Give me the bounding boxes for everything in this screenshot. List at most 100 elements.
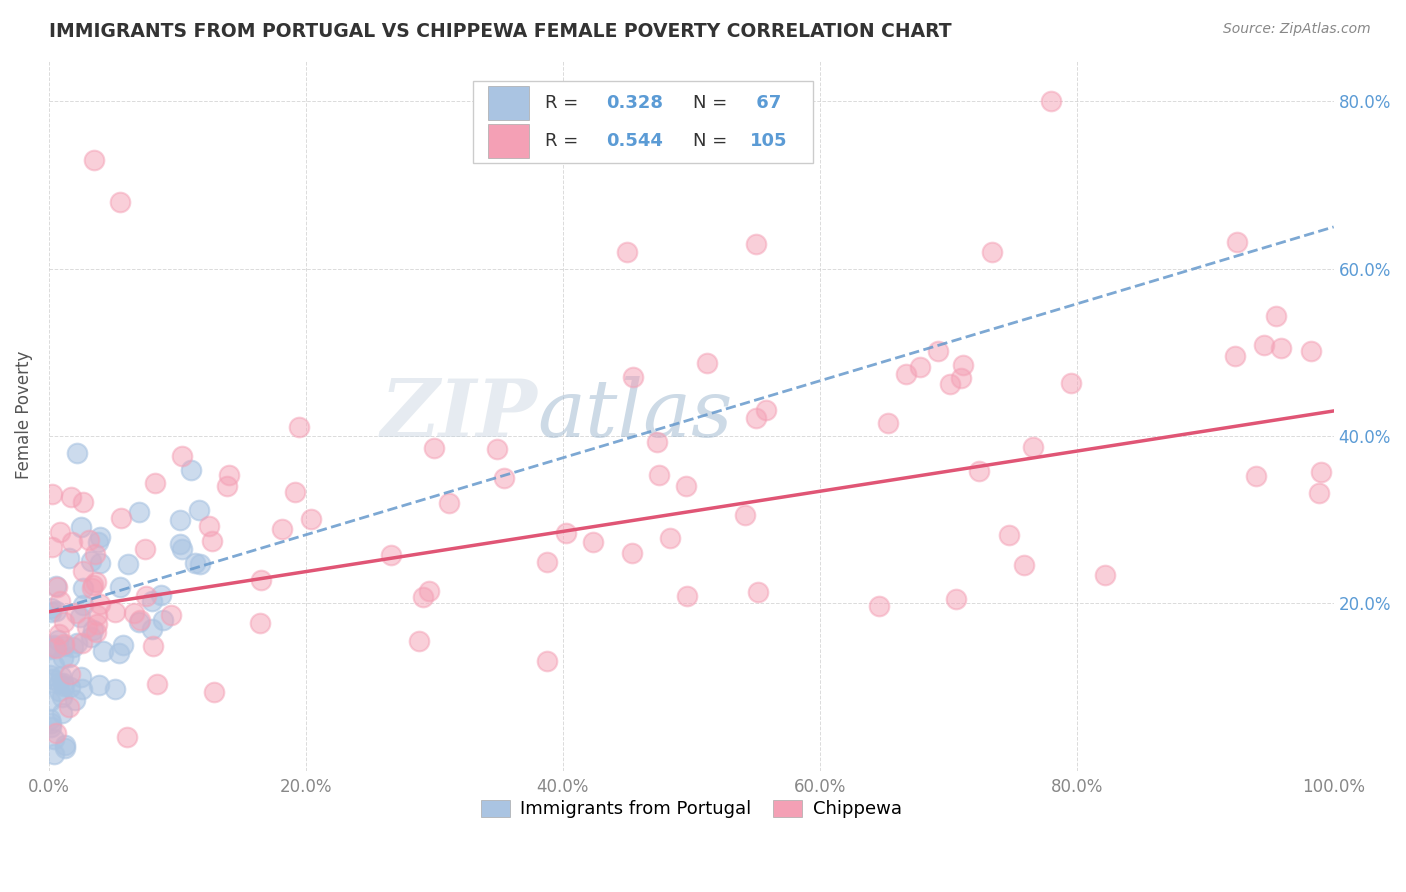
Point bbox=[939, 376, 962, 391]
Point bbox=[86, 574, 108, 589]
Point bbox=[141, 622, 163, 636]
FancyBboxPatch shape bbox=[488, 86, 530, 120]
Point bbox=[89, 530, 111, 544]
Point bbox=[72, 564, 94, 578]
Point bbox=[412, 590, 434, 604]
Point bbox=[616, 245, 638, 260]
Point bbox=[945, 591, 967, 606]
Point bbox=[659, 532, 682, 546]
Point bbox=[108, 646, 131, 660]
Point bbox=[1244, 468, 1267, 483]
Point bbox=[39, 694, 62, 708]
Point bbox=[58, 666, 80, 681]
Point bbox=[72, 495, 94, 509]
Point bbox=[422, 442, 444, 456]
Point bbox=[48, 683, 70, 698]
Point bbox=[52, 651, 75, 665]
Point bbox=[555, 526, 578, 541]
Point bbox=[896, 368, 918, 382]
Point bbox=[52, 676, 75, 690]
Point bbox=[1226, 235, 1249, 249]
Point bbox=[48, 525, 70, 540]
Point bbox=[45, 726, 67, 740]
Point bbox=[582, 534, 605, 549]
Point bbox=[72, 582, 94, 596]
Point bbox=[53, 639, 76, 653]
Point bbox=[129, 613, 152, 627]
Point bbox=[249, 573, 271, 587]
Point bbox=[145, 476, 167, 491]
Point bbox=[408, 634, 430, 648]
Point bbox=[89, 556, 111, 570]
Point bbox=[755, 403, 778, 417]
Point bbox=[1060, 376, 1083, 390]
Point bbox=[122, 606, 145, 620]
Point bbox=[51, 706, 73, 720]
Point bbox=[69, 519, 91, 533]
Point bbox=[170, 449, 193, 463]
Point bbox=[53, 679, 76, 693]
Point bbox=[41, 540, 63, 554]
Point bbox=[41, 672, 63, 686]
Point bbox=[89, 597, 111, 611]
Y-axis label: Female Poverty: Female Poverty bbox=[15, 351, 32, 479]
Point bbox=[82, 623, 104, 637]
FancyBboxPatch shape bbox=[472, 81, 813, 162]
Point bbox=[180, 463, 202, 477]
Point bbox=[160, 607, 183, 622]
Point bbox=[41, 640, 63, 655]
Point bbox=[49, 593, 72, 607]
Point bbox=[104, 681, 127, 696]
Point bbox=[299, 511, 322, 525]
Point bbox=[45, 579, 67, 593]
Point bbox=[108, 580, 131, 594]
Point bbox=[747, 585, 769, 599]
Point bbox=[1094, 567, 1116, 582]
Text: N =: N = bbox=[693, 132, 733, 150]
Point bbox=[115, 730, 138, 744]
Point bbox=[51, 690, 73, 704]
Point bbox=[218, 468, 240, 483]
Point bbox=[58, 649, 80, 664]
Point bbox=[675, 589, 697, 603]
Text: R =: R = bbox=[546, 94, 583, 112]
Point bbox=[45, 641, 67, 656]
Point bbox=[202, 685, 225, 699]
Point bbox=[1223, 350, 1246, 364]
Text: 67: 67 bbox=[751, 94, 782, 112]
Point bbox=[696, 356, 718, 370]
Point bbox=[104, 605, 127, 619]
Point bbox=[745, 410, 768, 425]
Point bbox=[39, 668, 62, 682]
Point bbox=[734, 508, 756, 522]
Text: R =: R = bbox=[546, 132, 583, 150]
Point bbox=[142, 639, 165, 653]
Point bbox=[998, 528, 1021, 542]
Point bbox=[439, 496, 461, 510]
Point bbox=[53, 738, 76, 752]
Point bbox=[48, 675, 70, 690]
Point bbox=[60, 535, 83, 549]
Point bbox=[62, 640, 84, 655]
Point bbox=[86, 608, 108, 623]
Point bbox=[76, 620, 98, 634]
Point bbox=[967, 464, 990, 478]
Point bbox=[380, 548, 402, 562]
Text: ZIP: ZIP bbox=[380, 376, 537, 454]
Point bbox=[868, 599, 890, 613]
Point bbox=[949, 370, 972, 384]
Point bbox=[110, 510, 132, 524]
Point bbox=[172, 541, 194, 556]
Point bbox=[111, 638, 134, 652]
Point bbox=[41, 487, 63, 501]
Point bbox=[52, 637, 75, 651]
Point bbox=[198, 518, 221, 533]
Point bbox=[39, 711, 62, 725]
Point bbox=[536, 555, 558, 569]
Point bbox=[66, 446, 89, 460]
Point bbox=[70, 682, 93, 697]
Point bbox=[908, 359, 931, 374]
Point bbox=[169, 513, 191, 527]
Point bbox=[877, 416, 900, 430]
Point bbox=[84, 624, 107, 639]
